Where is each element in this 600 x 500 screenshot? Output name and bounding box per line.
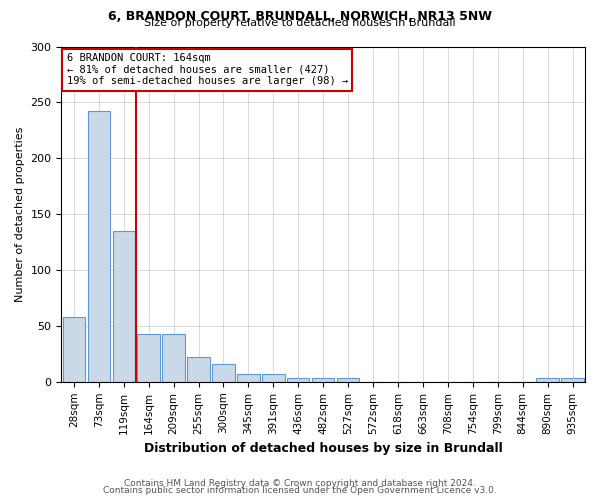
Bar [137, 334, 160, 382]
Bar [536, 378, 559, 382]
Bar [337, 378, 359, 382]
Text: 6 BRANDON COURT: 164sqm
← 81% of detached houses are smaller (427)
19% of semi-d: 6 BRANDON COURT: 164sqm ← 81% of detache… [67, 53, 348, 86]
Bar [262, 374, 284, 382]
Bar [187, 357, 210, 382]
Bar [562, 378, 584, 382]
Text: Contains HM Land Registry data © Crown copyright and database right 2024.: Contains HM Land Registry data © Crown c… [124, 478, 476, 488]
Bar [237, 374, 260, 382]
Bar [163, 334, 185, 382]
Bar [113, 231, 135, 382]
Y-axis label: Number of detached properties: Number of detached properties [15, 126, 25, 302]
Bar [287, 378, 310, 382]
X-axis label: Distribution of detached houses by size in Brundall: Distribution of detached houses by size … [144, 442, 503, 455]
Text: Size of property relative to detached houses in Brundall: Size of property relative to detached ho… [144, 18, 456, 28]
Bar [312, 378, 334, 382]
Bar [62, 317, 85, 382]
Bar [88, 112, 110, 382]
Text: Contains public sector information licensed under the Open Government Licence v3: Contains public sector information licen… [103, 486, 497, 495]
Bar [212, 364, 235, 382]
Text: 6, BRANDON COURT, BRUNDALL, NORWICH, NR13 5NW: 6, BRANDON COURT, BRUNDALL, NORWICH, NR1… [108, 10, 492, 23]
